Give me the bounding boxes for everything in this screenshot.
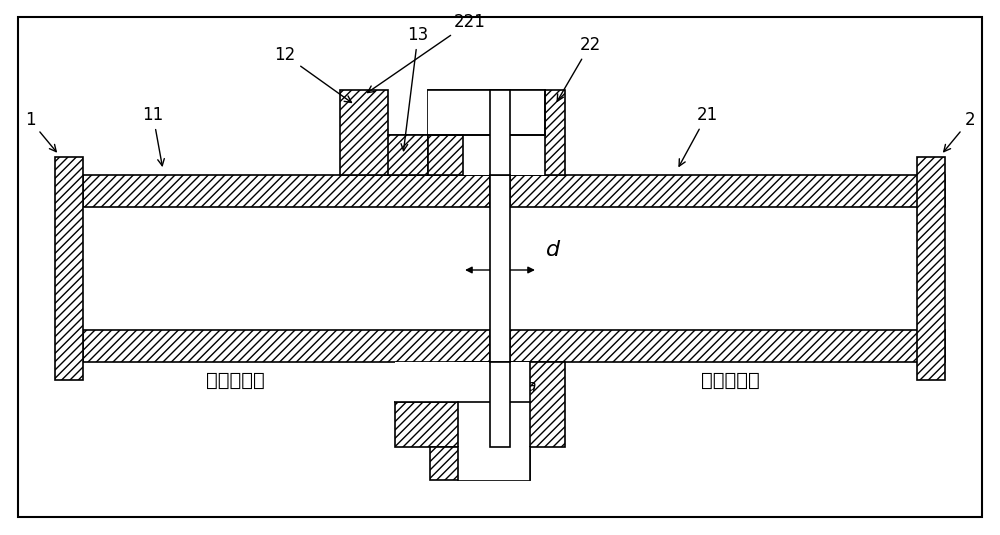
Text: 13: 13: [401, 26, 429, 151]
Text: 22: 22: [557, 36, 601, 101]
Polygon shape: [340, 90, 463, 175]
Polygon shape: [428, 90, 565, 175]
Text: 221: 221: [368, 13, 486, 93]
Polygon shape: [490, 175, 510, 362]
Text: $h_a$: $h_a$: [512, 370, 537, 394]
Polygon shape: [83, 330, 490, 362]
Polygon shape: [388, 135, 428, 175]
Bar: [458, 447, 530, 480]
Bar: [428, 90, 545, 135]
Polygon shape: [430, 447, 530, 480]
Polygon shape: [55, 157, 83, 380]
Polygon shape: [917, 157, 945, 380]
Text: 2: 2: [944, 111, 975, 151]
Polygon shape: [510, 175, 945, 207]
Text: 1: 1: [25, 111, 56, 151]
Text: 第一连接部: 第一连接部: [206, 371, 264, 389]
Bar: [458, 402, 530, 447]
Polygon shape: [490, 362, 510, 447]
Text: 21: 21: [679, 106, 718, 166]
Polygon shape: [83, 175, 490, 207]
Text: 11: 11: [142, 106, 164, 166]
Polygon shape: [395, 362, 565, 447]
Text: 12: 12: [274, 46, 351, 103]
Text: $d$: $d$: [545, 240, 561, 260]
Polygon shape: [510, 330, 945, 362]
Bar: [395, 362, 530, 402]
Text: 第二连接部: 第二连接部: [701, 371, 759, 389]
Polygon shape: [490, 90, 510, 175]
Text: $h_p$: $h_p$: [512, 142, 537, 169]
Bar: [463, 135, 545, 175]
